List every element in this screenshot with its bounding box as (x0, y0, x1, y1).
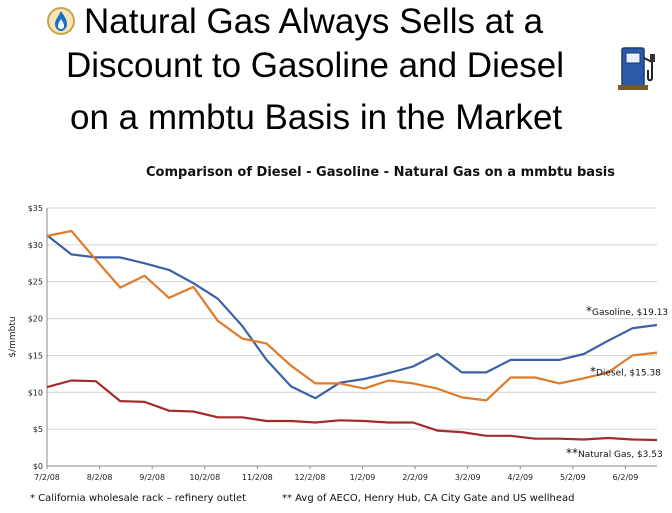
y-axis-label: $/mmbtu (8, 316, 18, 357)
series-label-marker: ** (566, 446, 578, 460)
y-tick-label: $35 (28, 204, 43, 213)
y-tick-label: $0 (33, 462, 43, 471)
fuel-pump-icon (618, 47, 655, 90)
x-tick-label: 7/2/08 (34, 473, 60, 482)
series-annotations: *Gasoline, $19.13*Diesel, $15.38**Natura… (566, 304, 668, 460)
series-label-marker: * (586, 304, 592, 318)
x-tick-label: 5/2/09 (560, 473, 586, 482)
y-tick-label: $10 (28, 388, 43, 397)
x-tick-label: 11/2/08 (242, 473, 273, 482)
y-tick-label: $15 (28, 351, 43, 360)
x-tick-label: 3/2/09 (455, 473, 481, 482)
slide-title-line-3: on a mmbtu Basis in the Market (70, 98, 563, 137)
series-line-1 (46, 229, 658, 402)
x-tick-label: 8/2/08 (87, 473, 113, 482)
gas-flame-icon (47, 7, 75, 35)
x-tick-label: 1/2/09 (350, 473, 376, 482)
series-label-0: *Gasoline, $19.13 (586, 304, 668, 318)
slide-title-line-1: Natural Gas Always Sells at a (84, 2, 544, 41)
series-line-0 (46, 234, 658, 400)
x-tick-label: 12/2/08 (295, 473, 326, 482)
line-chart: $0 $5 $10 $15 $20 $25 $30 $35 7/2/08 8/2/08 9/2/0… (8, 204, 668, 482)
series-label-marker: * (590, 365, 596, 379)
x-tick-label: 6/2/09 (613, 473, 639, 482)
x-tick-label: 2/2/09 (402, 473, 428, 482)
slide-title-line-2: Discount to Gasoline and Diesel (66, 46, 565, 85)
chart-series-lines (46, 229, 658, 442)
series-label-text: Natural Gas, $3.53 (578, 450, 663, 460)
y-tick-label: $5 (33, 425, 43, 434)
x-tick-label: 9/2/08 (139, 473, 165, 482)
x-tick-label: 10/2/08 (189, 473, 220, 482)
series-line-2 (46, 379, 658, 442)
series-label-1: *Diesel, $15.38 (590, 365, 661, 379)
y-tick-label: $20 (28, 315, 43, 324)
chart-grid (47, 207, 657, 430)
footnote-rack: * California wholesale rack – refinery o… (30, 493, 247, 504)
series-label-2: **Natural Gas, $3.53 (566, 446, 663, 460)
series-label-text: Diesel, $15.38 (596, 369, 661, 379)
x-tick-label: 4/2/09 (507, 473, 533, 482)
chart-title: Comparison of Diesel - Gasoline - Natura… (146, 165, 615, 180)
footnote-gas-average: ** Avg of AECO, Henry Hub, CA City Gate … (282, 493, 575, 504)
series-label-text: Gasoline, $19.13 (592, 308, 668, 318)
x-tick-labels: 7/2/08 8/2/08 9/2/08 10/2/08 11/2/08 12/2/08 1… (34, 473, 638, 482)
y-tick-label: $30 (28, 241, 43, 250)
y-tick-labels: $0 $5 $10 $15 $20 $25 $30 $35 (28, 204, 43, 471)
chart-axes (46, 208, 657, 469)
y-tick-label: $25 (28, 278, 43, 287)
